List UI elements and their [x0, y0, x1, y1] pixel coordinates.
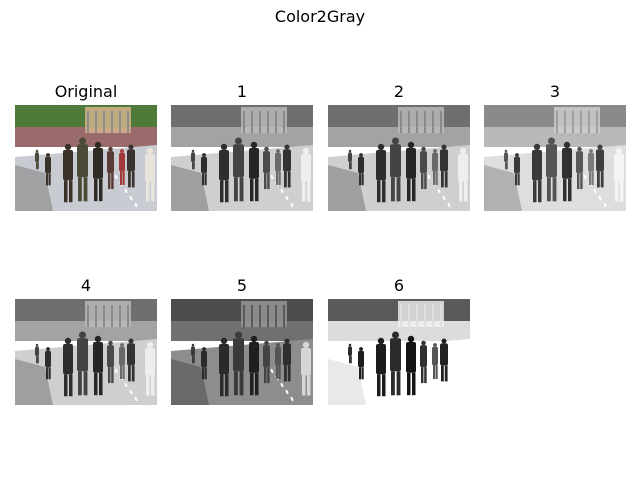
panel-5: 5 — [171, 275, 313, 405]
panel-2: 2 — [328, 81, 470, 211]
street-scene-image — [328, 299, 470, 405]
panel-title: 1 — [236, 82, 248, 101]
panel-6: 6 — [328, 275, 470, 405]
panel-title: Original — [54, 82, 118, 101]
panel-title: 6 — [393, 276, 405, 295]
panel-1: 1 — [171, 81, 313, 211]
panel-original: Original — [15, 81, 157, 211]
panel-title: 5 — [236, 276, 248, 295]
street-scene-image — [328, 105, 470, 211]
street-scene-image — [171, 299, 313, 405]
panel-title: 4 — [80, 276, 92, 295]
panel-3: 3 — [484, 81, 626, 211]
street-scene-image — [484, 105, 626, 211]
panel-title: 3 — [549, 82, 561, 101]
street-scene-image — [15, 105, 157, 211]
street-scene-image — [171, 105, 313, 211]
panel-title: 2 — [393, 82, 405, 101]
street-scene-image — [15, 299, 157, 405]
panel-4: 4 — [15, 275, 157, 405]
figure-title: Color2Gray — [274, 7, 366, 26]
